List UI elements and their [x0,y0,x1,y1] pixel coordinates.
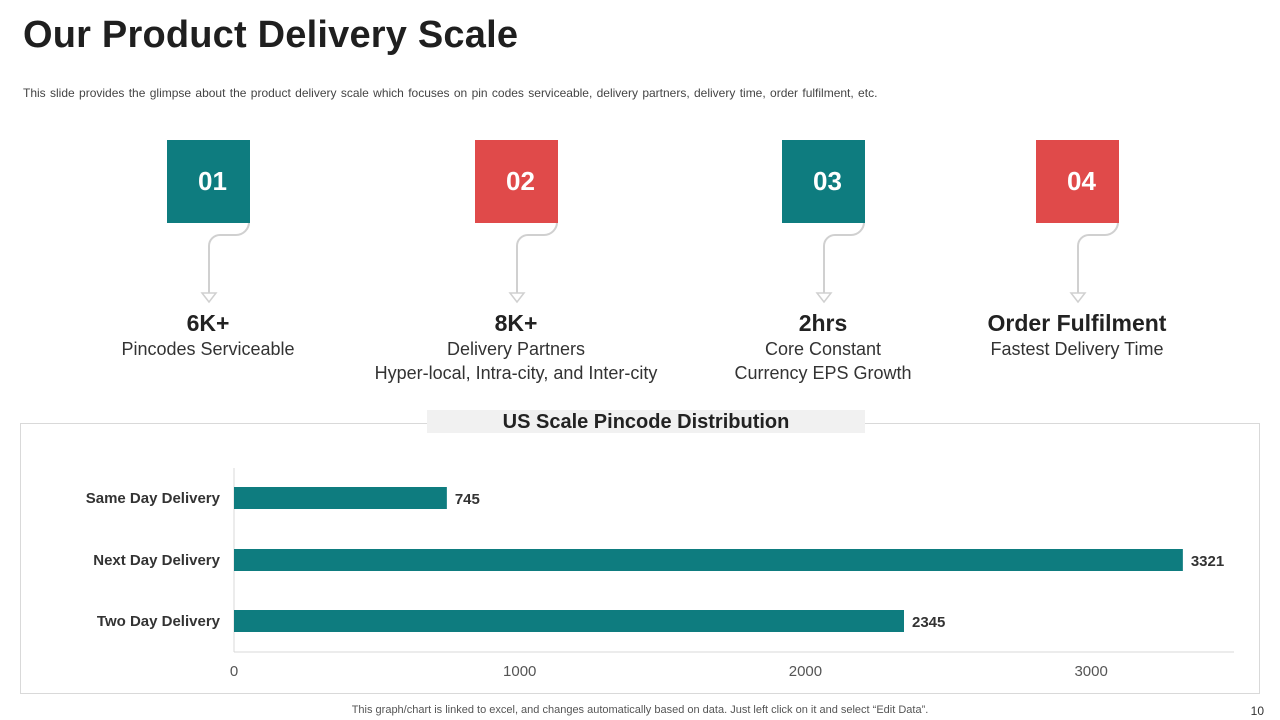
category-label: Same Day Delivery [86,490,221,507]
step-description-line: Core Constant [764,339,882,359]
step-description-line: Hyper-local, Intra-city, and Inter-city [374,363,658,383]
step-number-badge: 01 [167,140,250,223]
chart-title: US Scale Pincode Distribution [427,410,865,433]
step-card-4: 04 Order Fulfilment Fastest Delivery Tim… [927,140,1227,390]
step-metric: Order Fulfilment [987,310,1167,336]
bar-chart[interactable]: 0 1000 2000 3000 Same Day Delivery 745 Next Da… [0,440,1280,685]
step-number-badge: 02 [475,140,558,223]
step-card-2: 02 8K+ Delivery Partners Hyper-local, In… [366,140,666,390]
x-tick-label: 2000 [789,663,822,680]
x-tick-label: 1000 [503,663,536,680]
step-description-line: Pincodes Serviceable [121,339,295,359]
step-metric: 2hrs [798,310,848,336]
step-description-line: Fastest Delivery Time [990,339,1164,359]
step-number-badge: 03 [782,140,865,223]
step-metric: 8K+ [494,310,538,336]
step-description: Pincodes Serviceable [58,337,358,361]
data-label: 3321 [1191,553,1224,570]
slide-subtitle: This slide provides the glimpse about th… [23,86,878,100]
data-label: 745 [455,491,480,508]
step-card-3: 03 2hrs Core Constant Currency EPS Growt… [673,140,973,390]
step-description-line: Delivery Partners [446,339,586,359]
bar [234,549,1183,571]
x-tick-label: 3000 [1074,663,1107,680]
footer-note: This graph/chart is linked to excel, and… [351,704,929,716]
category-label: Two Day Delivery [97,613,221,630]
category-label: Next Day Delivery [93,552,220,569]
page-number: 10 [1250,704,1264,718]
step-card-1: 01 6K+ Pincodes Serviceable [58,140,358,390]
step-description: Delivery Partners Hyper-local, Intra-cit… [366,337,666,385]
bar [234,610,904,632]
step-description: Fastest Delivery Time [927,337,1227,361]
slide-title: Our Product Delivery Scale [23,14,519,56]
step-description-line: Currency EPS Growth [734,363,912,383]
x-tick-label: 0 [230,663,238,680]
step-number-badge: 04 [1036,140,1119,223]
step-description: Core Constant Currency EPS Growth [673,337,973,385]
step-metric: 6K+ [186,310,230,336]
data-label: 2345 [912,614,945,631]
bar [234,487,447,509]
